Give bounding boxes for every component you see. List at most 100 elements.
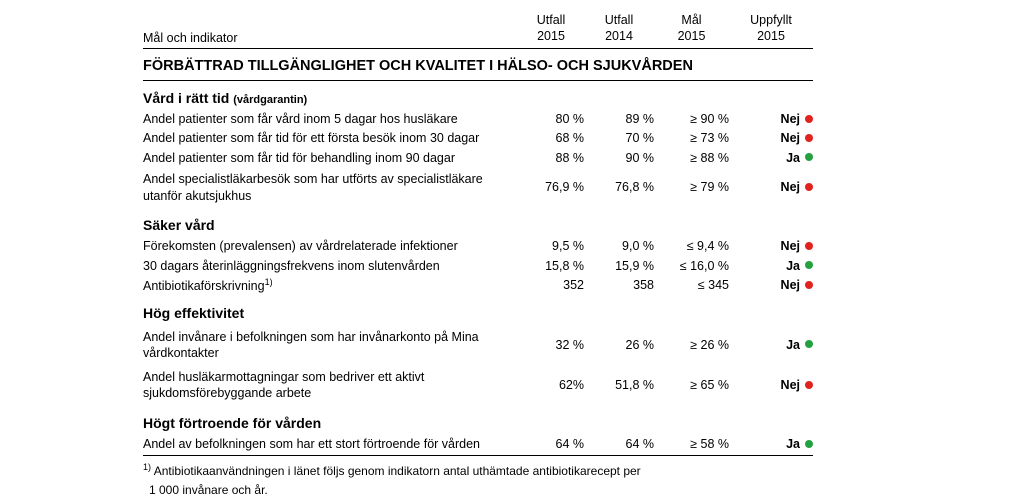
group-heading-saker-vard: Säker vård (143, 208, 813, 237)
utfall-2015-value: 88 % (555, 150, 585, 165)
utfall-2014-value: 64 % (625, 437, 655, 452)
uppfyllt-status: Nej (729, 377, 813, 393)
footnote-line-1: 1) Antibiotikaanvändningen i länet följs… (143, 461, 813, 481)
utfall-2014-value: 89 % (625, 112, 655, 126)
status-dot-icon (805, 340, 813, 349)
table-row: Andel invånare i befolkningen som har in… (143, 325, 813, 366)
mal-2015-value: ≤ 345 (697, 278, 729, 293)
status-label: Ja (786, 437, 800, 452)
status-dot-icon (805, 241, 813, 250)
table-row: Andel husläkarmottagningar som bedriver … (143, 365, 813, 406)
group-title-suffix: (vårdgarantin) (233, 93, 308, 106)
table-header-row: Mål och indikator Utfall 2015 Utfall 201… (143, 12, 813, 49)
group-heading-vard-i-ratt-tid: Vård i rätt tid (vårdgarantin) (143, 81, 813, 110)
group-heading-hog-effektivitet: Hög effektivitet (143, 296, 813, 325)
status-label: Ja (786, 150, 800, 165)
uppfyllt-status: Nej (729, 277, 813, 293)
group-title: Säker vård (143, 216, 215, 233)
indicator-label: Andel invånare i befolkningen som har in… (143, 329, 479, 360)
footnote-text: Antibiotikaanvändningen i länet följs ge… (153, 464, 641, 479)
mal-2015-value: ≥ 65 % (690, 378, 729, 393)
mal-2015-value: ≥ 58 % (690, 437, 729, 452)
uppfyllt-status: Ja (729, 436, 813, 452)
uppfyllt-status: Nej (729, 179, 813, 195)
utfall-2014-value: 26 % (625, 337, 655, 352)
status-dot-icon (805, 114, 813, 123)
table-row: Andel patienter som får vård inom 5 daga… (143, 110, 813, 129)
footnote-marker: 1) (143, 462, 152, 473)
indicator-label: Andel husläkarmottagningar som bedriver … (143, 370, 425, 401)
column-header-indicator: Mål och indikator (143, 30, 238, 45)
column-header-utfall-2015: Utfall 2015 (536, 13, 566, 44)
group-title: Hög effektivitet (143, 304, 245, 321)
group-title: Högt förtroende för vården (143, 414, 322, 431)
table-row: 30 dagars återinläggningsfrekvens inom s… (143, 256, 813, 275)
utfall-2014-value: 15,9 % (615, 258, 654, 273)
utfall-2015-value: 15,8 % (545, 258, 584, 273)
table-row: Antibiotikaförskrivning1) 352 358 ≤ 345 … (143, 275, 813, 295)
indicator-label: Andel patienter som får tid för ett förs… (143, 131, 480, 146)
mal-2015-value: ≥ 90 % (690, 112, 729, 126)
utfall-2015-value: 76,9 % (545, 180, 584, 195)
section-title: FÖRBÄTTRAD TILLGÄNGLIGHET OCH KVALITET I… (143, 49, 813, 81)
indicator-label: Andel specialistläkarbesök som har utför… (143, 172, 483, 203)
indicators-table: Mål och indikator Utfall 2015 Utfall 201… (143, 12, 813, 497)
status-label: Nej (780, 112, 800, 126)
status-label: Nej (780, 378, 800, 393)
status-dot-icon (805, 183, 813, 192)
table-row: Förekomsten (prevalensen) av vårdrelater… (143, 237, 813, 256)
table-row: Andel patienter som får tid för ett förs… (143, 129, 813, 148)
utfall-2015-value: 64 % (555, 437, 585, 452)
column-header-uppfyllt-2015: Uppfyllt 2015 (750, 13, 792, 44)
utfall-2014-value: 358 (633, 278, 654, 293)
utfall-2015-value: 68 % (555, 131, 585, 146)
status-label: Ja (786, 258, 800, 273)
status-label: Ja (786, 337, 800, 352)
footnote: 1) Antibiotikaanvändningen i länet följs… (143, 461, 813, 497)
table-row: Andel patienter som får tid för behandli… (143, 148, 813, 167)
utfall-2014-value: 51,8 % (615, 378, 654, 393)
status-dot-icon (805, 380, 813, 389)
utfall-2015-value: 352 (563, 278, 584, 293)
footnote-line-2: 1 000 invånare och år. (149, 483, 268, 497)
status-dot-icon (805, 261, 813, 270)
uppfyllt-status: Ja (729, 337, 813, 353)
indicator-label: 30 dagars återinläggningsfrekvens inom s… (143, 258, 440, 273)
status-label: Nej (780, 239, 800, 254)
utfall-2015-value: 32 % (555, 337, 585, 352)
indicator-label: Andel av befolkningen som har ett stort … (143, 437, 480, 452)
indicator-label: Antibiotikaförskrivning1) (143, 277, 518, 294)
utfall-2014-value: 76,8 % (615, 180, 654, 195)
table-row: Andel specialistläkarbesök som har utför… (143, 167, 813, 208)
utfall-2015-value: 9,5 % (552, 239, 584, 254)
status-dot-icon (805, 133, 813, 142)
mal-2015-value: ≥ 88 % (690, 150, 729, 165)
mal-2015-value: ≤ 9,4 % (686, 239, 729, 254)
status-dot-icon (805, 281, 813, 290)
utfall-2015-value: 62% (558, 378, 584, 393)
uppfyllt-status: Ja (729, 150, 813, 166)
utfall-2014-value: 90 % (625, 150, 655, 165)
utfall-2014-value: 70 % (625, 131, 655, 146)
mal-2015-value: ≤ 16,0 % (679, 258, 729, 273)
group-title: Vård i rätt tid (143, 89, 230, 106)
group-heading-hogt-fortroende: Högt förtroende för vården (143, 406, 813, 435)
uppfyllt-status: Nej (729, 130, 813, 146)
table-row: Andel av befolkningen som har ett stort … (143, 435, 813, 457)
utfall-2015-value: 80 % (555, 112, 585, 126)
indicator-label: Andel patienter som får tid för behandli… (143, 150, 455, 165)
status-label: Nej (780, 131, 800, 146)
indicator-label: Andel patienter som får vård inom 5 daga… (143, 112, 458, 126)
status-dot-icon (805, 153, 813, 162)
status-dot-icon (805, 439, 813, 448)
footnote-reference: 1) (264, 276, 273, 287)
uppfyllt-status: Nej (729, 111, 813, 127)
utfall-2014-value: 9,0 % (622, 239, 654, 254)
uppfyllt-status: Ja (729, 258, 813, 274)
indicator-label: Förekomsten (prevalensen) av vårdrelater… (143, 239, 458, 254)
status-label: Nej (780, 180, 800, 195)
uppfyllt-status: Nej (729, 238, 813, 254)
mal-2015-value: ≥ 79 % (690, 180, 729, 195)
status-label: Nej (780, 278, 800, 293)
